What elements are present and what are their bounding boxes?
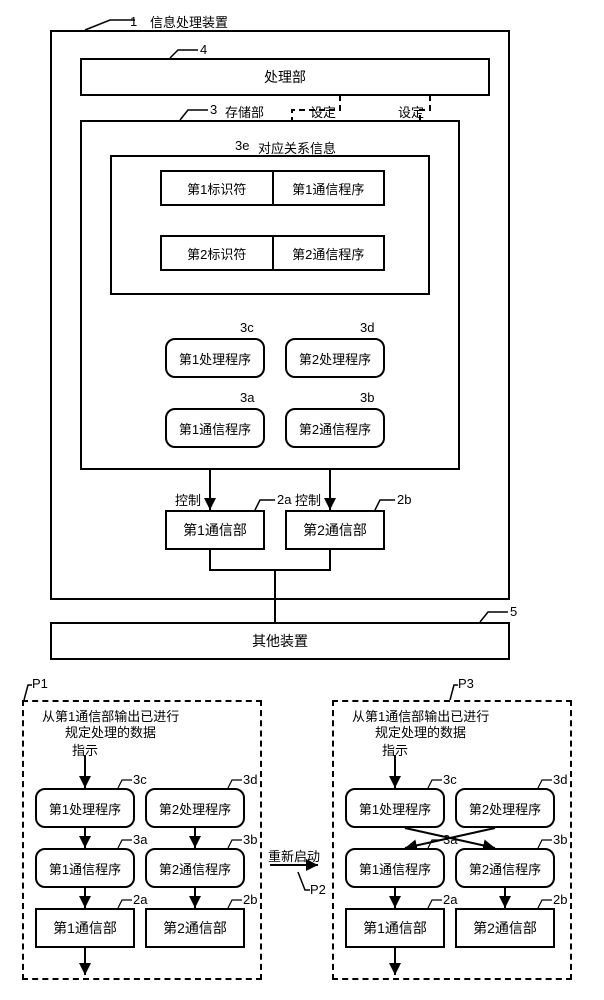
p1-proc1-label: 第1处理程序 <box>49 799 121 818</box>
id1-cell: 第1标识符 <box>162 172 272 204</box>
cprog1-box: 第1通信程序 <box>165 408 265 448</box>
device-ref: 1 <box>130 14 137 29</box>
p1-cprog2-label: 第2通信程序 <box>159 859 231 878</box>
comm1-label: 第1通信部 <box>183 520 247 540</box>
set1-label: 设定 <box>310 102 336 121</box>
processing-label: 处理部 <box>264 67 306 87</box>
p3-cprog2-ref: 3b <box>553 832 567 847</box>
p3-proc1-label: 第1处理程序 <box>359 799 431 818</box>
p3-cprog1-ref: 3a <box>443 832 457 847</box>
p1-comm1-ref: 2a <box>133 892 147 907</box>
p1-cprog2-ref: 3b <box>243 832 257 847</box>
p3-proc2-ref: 3d <box>553 772 567 787</box>
storage-label: 存储部 <box>225 102 264 121</box>
ctrl2-label: 控制 <box>295 490 321 509</box>
p3-comm2-label: 第2通信部 <box>473 918 537 938</box>
p3-instr: 指示 <box>382 740 408 759</box>
ctrl1-label: 控制 <box>175 490 201 509</box>
set2-label: 设定 <box>398 102 424 121</box>
proc2-label: 第2处理程序 <box>299 349 371 368</box>
p1-comm2-label: 第2通信部 <box>163 918 227 938</box>
processing-ref: 4 <box>200 42 207 57</box>
p3-proc1: 第1处理程序 <box>345 788 445 828</box>
p1-cprog2: 第2通信程序 <box>145 848 245 888</box>
proc1-ref: 3c <box>240 320 254 335</box>
p1-cprog1-label: 第1通信程序 <box>49 859 121 878</box>
p3-label: P3 <box>458 676 474 691</box>
restart-label: 重新启动 <box>268 846 320 865</box>
cprog2-box: 第2通信程序 <box>285 408 385 448</box>
p3-proc2-label: 第2处理程序 <box>469 799 541 818</box>
p1-proc1: 第1处理程序 <box>35 788 135 828</box>
p3-comm2: 第2通信部 <box>455 908 555 948</box>
p1-instr: 指示 <box>72 740 98 759</box>
p1-label: P1 <box>32 676 48 691</box>
other-ref: 5 <box>510 604 517 619</box>
p1-proc1-ref: 3c <box>133 772 147 787</box>
p3-comm1-ref: 2a <box>443 892 457 907</box>
comm1-ref: 2a <box>277 492 291 507</box>
comm2p-cell: 第2通信程序 <box>272 237 384 269</box>
comm2-ref: 2b <box>397 492 411 507</box>
p1-comm2-ref: 2b <box>243 892 257 907</box>
proc1-box: 第1处理程序 <box>165 338 265 378</box>
p1-comm1: 第1通信部 <box>35 908 135 948</box>
p3-caption2: 规定处理的数据 <box>375 722 466 741</box>
p1-cprog1: 第1通信程序 <box>35 848 135 888</box>
comm2-box: 第2通信部 <box>285 510 385 550</box>
p1-proc2-label: 第2处理程序 <box>159 799 231 818</box>
p1-comm2: 第2通信部 <box>145 908 245 948</box>
p3-comm2-ref: 2b <box>553 892 567 907</box>
corresp-ref: 3e <box>235 138 249 153</box>
proc2-box: 第2处理程序 <box>285 338 385 378</box>
comm1p-cell: 第1通信程序 <box>272 172 384 204</box>
id-row1: 第1标识符 第1通信程序 <box>160 170 385 206</box>
p1-proc2-ref: 3d <box>243 772 257 787</box>
cprog2-label: 第2通信程序 <box>299 419 371 438</box>
p3-comm1-label: 第1通信部 <box>363 918 427 938</box>
other-label: 其他装置 <box>252 631 308 651</box>
p1-proc2: 第2处理程序 <box>145 788 245 828</box>
p3-comm1: 第1通信部 <box>345 908 445 948</box>
proc1-label: 第1处理程序 <box>179 349 251 368</box>
id-row2: 第2标识符 第2通信程序 <box>160 235 385 271</box>
p3-cprog2-label: 第2通信程序 <box>469 859 541 878</box>
p1-cprog1-ref: 3a <box>133 832 147 847</box>
proc2-ref: 3d <box>360 320 374 335</box>
corresp-label: 对应关系信息 <box>258 138 336 157</box>
p3-proc2: 第2处理程序 <box>455 788 555 828</box>
processing-box: 处理部 <box>80 58 490 96</box>
p3-proc1-ref: 3c <box>443 772 457 787</box>
other-box: 其他装置 <box>50 622 510 660</box>
cprog1-ref: 3a <box>240 390 254 405</box>
p1-comm1-label: 第1通信部 <box>53 918 117 938</box>
diagram: 1 <box>10 10 594 990</box>
comm2-label: 第2通信部 <box>303 520 367 540</box>
cprog2-ref: 3b <box>360 390 374 405</box>
p2-label: P2 <box>310 882 326 897</box>
p3-cprog1: 第1通信程序 <box>345 848 445 888</box>
p3-cprog1-label: 第1通信程序 <box>359 859 431 878</box>
device-label: 信息处理装置 <box>150 12 228 31</box>
storage-ref: 3 <box>210 102 217 117</box>
p1-caption2: 规定处理的数据 <box>65 722 156 741</box>
comm1-box: 第1通信部 <box>165 510 265 550</box>
p3-cprog2: 第2通信程序 <box>455 848 555 888</box>
id2-cell: 第2标识符 <box>162 237 272 269</box>
cprog1-label: 第1通信程序 <box>179 419 251 438</box>
